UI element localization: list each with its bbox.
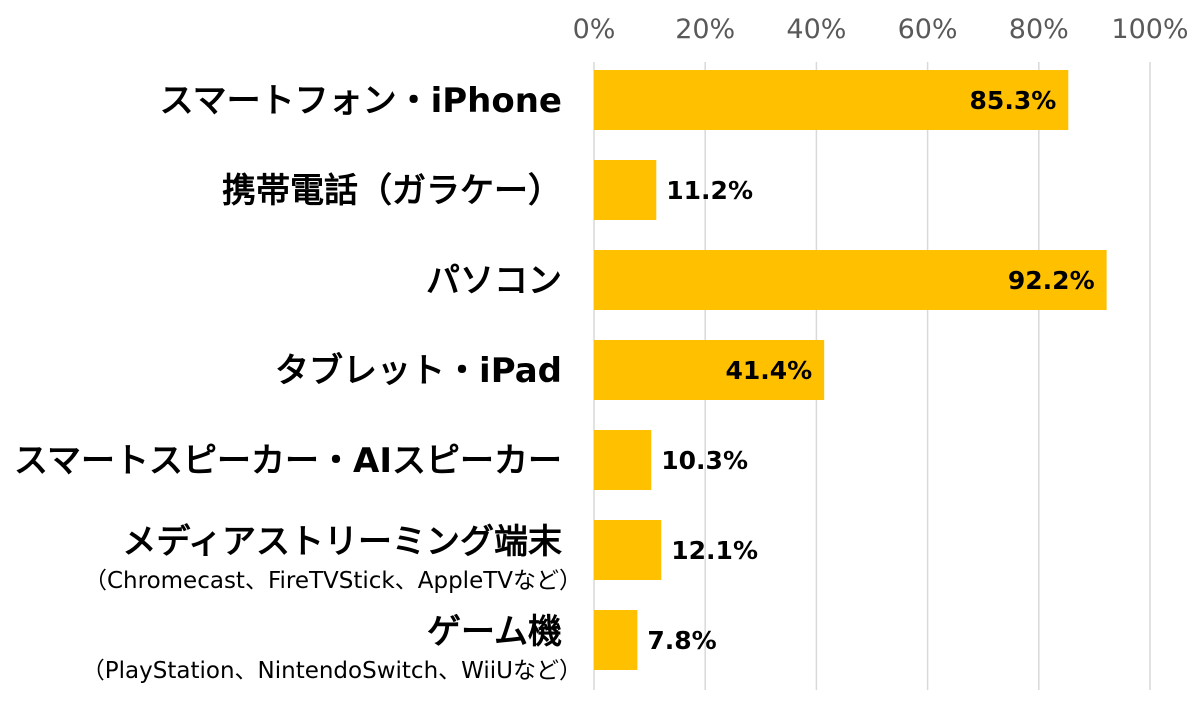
category-label: スマートスピーカー・AIスピーカー <box>14 441 562 481</box>
bar <box>594 250 1107 310</box>
category-label: タブレット・iPad <box>275 351 562 391</box>
category-sublabel: （Chromecast、FireTVStick、AppleTVなど） <box>84 568 582 594</box>
x-tick-label: 0% <box>573 14 616 45</box>
category-label: ゲーム機 <box>427 612 562 652</box>
value-label: 7.8% <box>647 626 716 655</box>
x-tick-label: 100% <box>1111 14 1188 45</box>
bar <box>594 430 652 490</box>
value-label: 92.2% <box>1008 266 1095 295</box>
x-tick-label: 40% <box>786 14 846 45</box>
value-label: 85.3% <box>970 86 1057 115</box>
category-label: メディアストリーミング端末 <box>122 522 562 562</box>
value-label: 10.3% <box>661 446 748 475</box>
category-label: 携帯電話（ガラケー） <box>222 171 562 211</box>
category-label: スマートフォン・iPhone <box>160 81 562 121</box>
value-label: 12.1% <box>671 536 758 565</box>
bar <box>594 160 657 220</box>
x-tick-label: 80% <box>1009 14 1069 45</box>
x-tick-label: 60% <box>898 14 958 45</box>
x-tick-label: 20% <box>675 14 735 45</box>
value-label: 41.4% <box>725 356 812 385</box>
category-label: パソコン <box>426 261 562 301</box>
bar <box>594 340 825 400</box>
category-sublabel: （PlayStation、NintendoSwitch、WiiUなど） <box>82 658 582 684</box>
bar <box>594 520 662 580</box>
bar <box>594 70 1069 130</box>
value-label: 11.2% <box>666 176 753 205</box>
bar <box>594 610 638 670</box>
